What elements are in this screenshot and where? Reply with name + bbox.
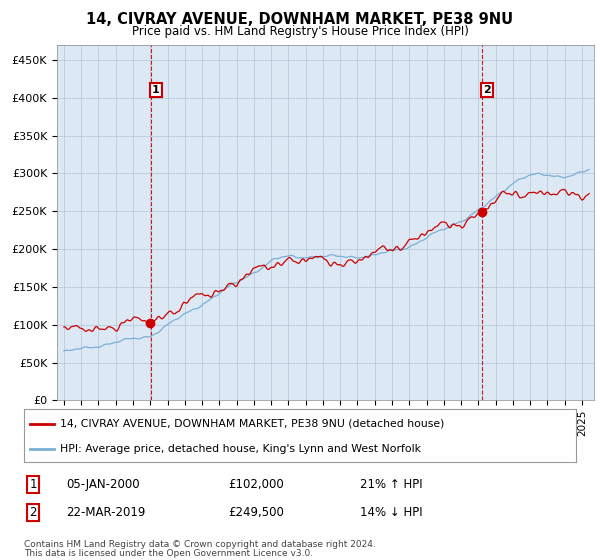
Text: 2: 2 xyxy=(483,85,491,95)
Text: 22-MAR-2019: 22-MAR-2019 xyxy=(66,506,145,519)
Text: 1: 1 xyxy=(152,85,160,95)
Text: 05-JAN-2000: 05-JAN-2000 xyxy=(66,478,140,491)
Text: 1: 1 xyxy=(29,478,37,491)
Text: 2: 2 xyxy=(29,506,37,519)
Text: Price paid vs. HM Land Registry's House Price Index (HPI): Price paid vs. HM Land Registry's House … xyxy=(131,25,469,38)
Text: 21% ↑ HPI: 21% ↑ HPI xyxy=(360,478,422,491)
Text: This data is licensed under the Open Government Licence v3.0.: This data is licensed under the Open Gov… xyxy=(24,549,313,558)
Text: 14, CIVRAY AVENUE, DOWNHAM MARKET, PE38 9NU (detached house): 14, CIVRAY AVENUE, DOWNHAM MARKET, PE38 … xyxy=(60,419,444,429)
Text: 14% ↓ HPI: 14% ↓ HPI xyxy=(360,506,422,519)
Text: £249,500: £249,500 xyxy=(228,506,284,519)
Text: Contains HM Land Registry data © Crown copyright and database right 2024.: Contains HM Land Registry data © Crown c… xyxy=(24,540,376,549)
Text: £102,000: £102,000 xyxy=(228,478,284,491)
Text: 14, CIVRAY AVENUE, DOWNHAM MARKET, PE38 9NU: 14, CIVRAY AVENUE, DOWNHAM MARKET, PE38 … xyxy=(86,12,514,27)
Text: HPI: Average price, detached house, King's Lynn and West Norfolk: HPI: Average price, detached house, King… xyxy=(60,444,421,454)
